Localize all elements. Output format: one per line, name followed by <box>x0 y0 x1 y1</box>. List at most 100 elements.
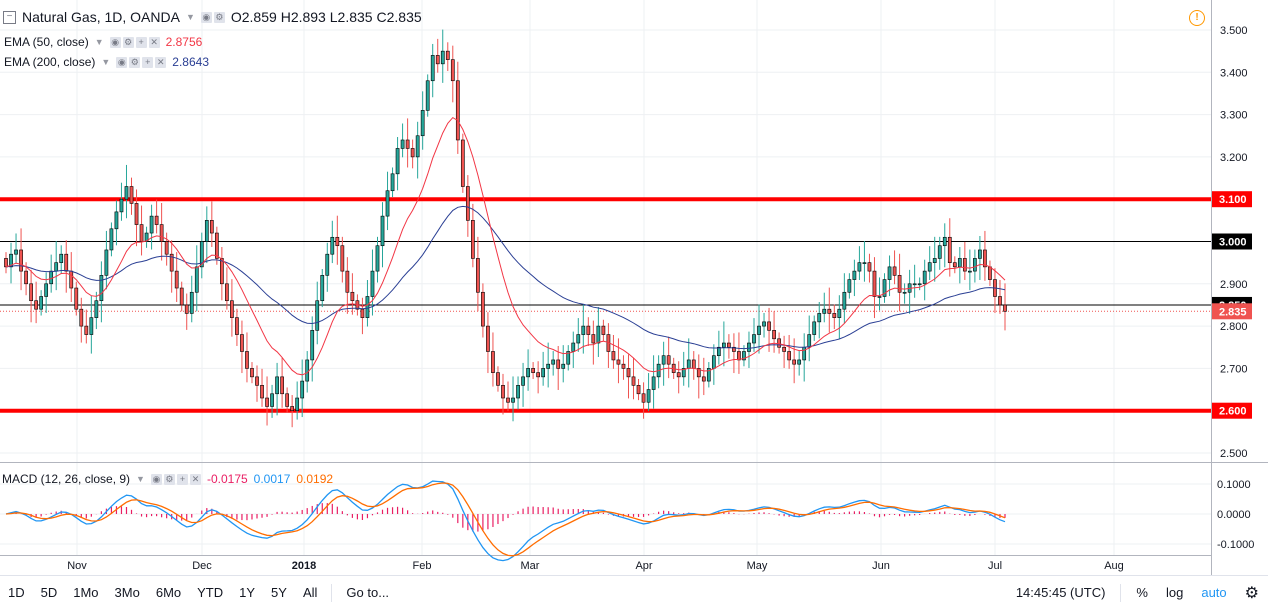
candle-body <box>711 355 716 369</box>
candle-body <box>39 296 43 310</box>
candle-body <box>897 275 902 293</box>
candle-body <box>962 258 967 272</box>
candle-body <box>973 258 977 272</box>
candle-body <box>129 186 134 204</box>
close-icon[interactable]: ✕ <box>189 473 201 485</box>
candle-body <box>295 397 300 412</box>
close-icon[interactable]: ✕ <box>148 36 160 48</box>
candle-body <box>19 249 23 272</box>
add-icon[interactable]: + <box>135 36 147 48</box>
candle-body <box>937 245 942 259</box>
candle-body <box>576 334 581 344</box>
log-toggle[interactable]: log <box>1165 585 1184 600</box>
candle-body <box>501 385 505 399</box>
candle-body <box>792 359 797 365</box>
price-badge <box>1212 191 1252 208</box>
add-icon[interactable]: + <box>142 56 154 68</box>
candle-body <box>335 236 340 247</box>
ema50-label[interactable]: EMA (50, close) <box>4 35 89 49</box>
candle-body <box>104 249 109 276</box>
auto-toggle[interactable]: auto <box>1201 585 1227 600</box>
range-all-button[interactable]: All <box>302 585 318 600</box>
candle-body <box>641 393 646 403</box>
range-5d-button[interactable]: 5D <box>40 585 58 600</box>
candle-body <box>706 368 711 382</box>
candle-body <box>305 359 310 382</box>
settings-icon[interactable]: ⚙ <box>213 11 225 23</box>
settings-icon[interactable]: ⚙ <box>129 56 141 68</box>
candle-body <box>521 376 525 386</box>
settings-icon[interactable]: ⚙ <box>122 36 134 48</box>
clock-time[interactable]: 14:45:45 (UTC) <box>1015 585 1106 600</box>
candle-body <box>471 220 475 259</box>
macd-signal-value: 0.0192 <box>296 472 334 486</box>
range-1y-button[interactable]: 1Y <box>239 585 256 600</box>
candle-body <box>109 228 114 251</box>
add-icon[interactable]: + <box>176 473 188 485</box>
collapse-icon[interactable]: − <box>3 11 16 24</box>
candle-body <box>947 236 952 263</box>
ema200-label[interactable]: EMA (200, close) <box>4 55 96 69</box>
eye-icon[interactable]: ◉ <box>150 473 162 485</box>
range-6mo-button[interactable]: 6Mo <box>155 585 182 600</box>
candle-body <box>149 215 154 234</box>
candle-body <box>265 397 269 407</box>
candle-body <box>345 270 350 293</box>
legend-controls[interactable]: ◉ ⚙ <box>200 11 225 23</box>
macd-label[interactable]: MACD (12, 26, close, 9) <box>2 472 131 486</box>
candle-body <box>842 291 847 310</box>
time-tick-label: Nov <box>67 560 87 572</box>
candle-body <box>395 148 400 175</box>
eye-icon[interactable]: ◉ <box>109 36 121 48</box>
ema50-legend: EMA (50, close) ▼ ◉ ⚙ + ✕ 2.8756 <box>4 35 202 49</box>
candle-body <box>812 321 817 335</box>
range-5y-button[interactable]: 5Y <box>271 585 287 600</box>
candle-body <box>225 283 229 302</box>
range-3mo-button[interactable]: 3Mo <box>114 585 140 600</box>
candle-body <box>14 249 18 255</box>
candle-body <box>651 376 656 390</box>
close-icon[interactable]: ✕ <box>155 56 167 68</box>
candle-body <box>978 249 982 259</box>
candle-body <box>516 385 520 399</box>
candle-body <box>691 359 696 369</box>
eye-icon[interactable]: ◉ <box>200 11 212 23</box>
macd-legend: MACD (12, 26, close, 9) ▼ ◉ ⚙ + ✕ -0.0175 0… <box>2 472 333 486</box>
candle-body <box>360 308 365 318</box>
candle-body <box>460 139 465 187</box>
eye-icon[interactable]: ◉ <box>116 56 128 68</box>
close-value: 2.835 <box>386 9 422 25</box>
candle-body <box>275 376 279 395</box>
candle-body <box>245 351 249 369</box>
ema200-controls[interactable]: ◉ ⚙ + ✕ <box>116 56 167 68</box>
price-tick-label: 2.500 <box>1220 448 1248 460</box>
settings-icon[interactable]: ⚙ <box>163 473 175 485</box>
chevron-down-icon[interactable]: ▼ <box>136 474 145 484</box>
gear-icon[interactable]: ⚙ <box>1244 584 1259 602</box>
macd-controls[interactable]: ◉ ⚙ + ✕ <box>150 473 201 485</box>
candle-body <box>777 338 781 348</box>
chevron-down-icon[interactable]: ▼ <box>101 57 111 67</box>
candle-body <box>486 325 490 352</box>
chevron-down-icon[interactable]: ▼ <box>94 37 104 47</box>
ema50-controls[interactable]: ◉ ⚙ + ✕ <box>109 36 160 48</box>
candle-body <box>315 300 320 331</box>
range-ytd-button[interactable]: YTD <box>197 585 224 600</box>
candle-body <box>184 304 189 314</box>
candle-body <box>722 342 726 348</box>
chevron-down-icon[interactable]: ▼ <box>185 12 195 22</box>
candle-body <box>983 249 987 268</box>
range-1mo-button[interactable]: 1Mo <box>73 585 99 600</box>
warning-icon[interactable]: ! <box>1189 10 1205 26</box>
goto-button[interactable]: Go to... <box>346 585 390 600</box>
candle-body <box>74 287 79 310</box>
price-chart[interactable]: 3.500 3.400 3.300 3.200 2.900 2.800 2.700 2.500… <box>0 0 1268 575</box>
candle-body <box>716 346 721 357</box>
range-1d-button[interactable]: 1D <box>8 585 25 600</box>
candle-body <box>24 270 28 285</box>
candle-body <box>727 342 731 348</box>
candle-body <box>942 236 947 247</box>
symbol-title[interactable]: Natural Gas, 1D, OANDA <box>22 9 180 25</box>
price-tick-label: 2.800 <box>1220 321 1248 333</box>
percent-toggle[interactable]: % <box>1136 585 1148 600</box>
